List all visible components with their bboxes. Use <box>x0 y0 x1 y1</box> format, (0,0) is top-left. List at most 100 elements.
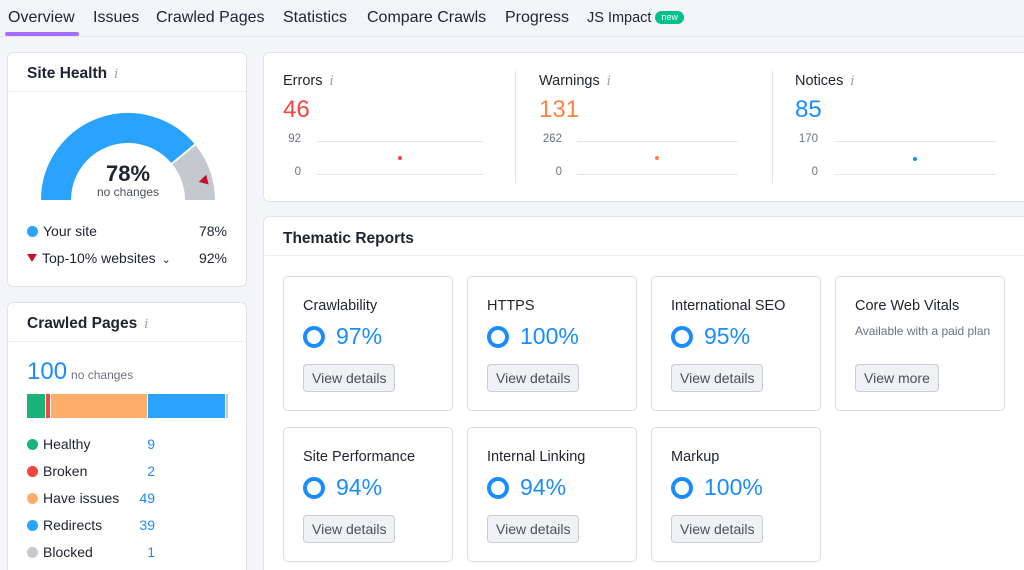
divider <box>264 255 1024 256</box>
score-ring-icon <box>671 325 693 348</box>
errors-axis-min: 0 <box>294 166 301 178</box>
bar-segment-blocked[interactable] <box>226 394 228 418</box>
crawled-pages-title: Crawled Pages i <box>27 315 148 333</box>
bar-segment-broken[interactable] <box>45 394 50 418</box>
legend-top10[interactable]: Top-10% websites ⌄ 92% <box>27 250 227 268</box>
warnings-axis-min: 0 <box>555 166 562 178</box>
report-name: Site Performance <box>303 449 416 465</box>
errors-value[interactable]: 46 <box>283 96 310 123</box>
info-icon[interactable]: i <box>850 74 855 89</box>
gridline <box>834 141 996 142</box>
thematic-reports-widget: Thematic Reports Crawlability 97% View d… <box>263 216 1024 570</box>
bar-segment-healthy[interactable] <box>27 394 45 418</box>
site-health-title: Site Health i <box>27 65 118 83</box>
divider <box>515 71 516 183</box>
tab-overview[interactable]: Overview <box>8 9 75 26</box>
site-health-widget: Site Health i 78% no changes Your site 78… <box>7 52 247 287</box>
notices-axis-min: 0 <box>811 166 818 178</box>
notices-value[interactable]: 85 <box>795 96 822 123</box>
info-icon[interactable]: i <box>329 74 334 89</box>
tab-crawled-pages[interactable]: Crawled Pages <box>156 9 265 26</box>
report-score[interactable]: 95% <box>671 323 750 350</box>
report-name: International SEO <box>671 298 786 314</box>
report-card-crawlability: Crawlability 97% View details <box>283 276 453 411</box>
view-more-button[interactable]: View more <box>855 364 939 392</box>
view-details-button[interactable]: View details <box>671 364 764 392</box>
row-label: Redirects <box>43 517 103 533</box>
gridline <box>317 141 483 142</box>
legend-value: 92% <box>198 250 227 266</box>
score-ring-icon <box>303 325 325 348</box>
gauge-fill <box>41 113 196 201</box>
view-details-button[interactable]: View details <box>487 515 580 543</box>
row-label: Blocked <box>43 544 93 560</box>
report-score[interactable]: 100% <box>671 474 763 501</box>
report-score[interactable]: 100% <box>487 323 579 350</box>
info-icon[interactable]: i <box>114 67 119 82</box>
tab-js-impact[interactable]: JS Impact new <box>587 10 684 26</box>
info-icon[interactable]: i <box>606 74 611 89</box>
warnings-label: Warnings i <box>539 73 611 89</box>
site-health-note: no changes <box>96 185 160 199</box>
report-score[interactable]: 97% <box>303 323 382 350</box>
crawled-row-healthy[interactable]: Healthy 9 <box>27 436 155 452</box>
tab-compare-crawls[interactable]: Compare Crawls <box>367 9 487 26</box>
crawled-row-have-issues[interactable]: Have issues 49 <box>27 490 155 506</box>
redirects-dot-icon <box>27 520 38 531</box>
row-value[interactable]: 2 <box>147 463 155 479</box>
row-label: Broken <box>43 463 88 479</box>
score-ring-icon <box>487 476 509 499</box>
view-details-button[interactable]: View details <box>671 515 764 543</box>
tab-issues[interactable]: Issues <box>93 9 140 26</box>
gauge-segment-divider <box>170 143 197 166</box>
errors-axis-max: 92 <box>288 133 301 145</box>
chevron-down-icon[interactable]: ⌄ <box>161 254 171 266</box>
row-value[interactable]: 9 <box>147 436 155 452</box>
legend-your-site: Your site 78% <box>27 223 227 241</box>
blocked-dot-icon <box>27 547 38 558</box>
crawled-pages-widget: Crawled Pages i 100 no changes Healthy 9 Br… <box>7 302 247 570</box>
info-icon[interactable]: i <box>144 317 149 332</box>
score-ring-icon <box>671 476 693 499</box>
gridline <box>577 174 738 175</box>
errors-data-point[interactable] <box>398 156 402 160</box>
report-score[interactable]: 94% <box>487 474 566 501</box>
tab-statistics[interactable]: Statistics <box>283 9 348 26</box>
row-value[interactable]: 49 <box>139 490 155 506</box>
report-subtitle: Available with a paid plan <box>855 324 991 338</box>
gridline <box>834 174 996 175</box>
score-ring-icon <box>303 476 325 499</box>
tab-progress[interactable]: Progress <box>505 9 570 26</box>
crawled-row-broken[interactable]: Broken 2 <box>27 463 155 479</box>
notices-axis-max: 170 <box>798 133 818 145</box>
crawled-total[interactable]: 100 no changes <box>27 358 133 386</box>
bar-segment-redirects[interactable] <box>148 394 226 418</box>
row-value[interactable]: 39 <box>139 517 155 533</box>
have-issues-dot-icon <box>27 493 38 504</box>
notices-metric: Notices i 85 170 0 <box>776 53 1024 203</box>
crawled-total-value: 100 <box>27 358 68 385</box>
report-score-value: 94% <box>520 474 567 500</box>
site-health-title-text: Site Health <box>27 65 108 82</box>
issues-summary-widget: Errors i 46 92 0 Warnings i 131 262 0 Noti… <box>263 52 1024 202</box>
report-card-site-performance: Site Performance 94% View details <box>283 427 453 562</box>
new-badge: new <box>655 11 684 24</box>
report-score[interactable]: 94% <box>303 474 382 501</box>
notices-data-point[interactable] <box>913 157 917 161</box>
row-value[interactable]: 1 <box>147 544 155 560</box>
crawled-row-redirects[interactable]: Redirects 39 <box>27 517 155 533</box>
warnings-data-point[interactable] <box>655 156 659 160</box>
crawled-row-blocked[interactable]: Blocked 1 <box>27 544 155 560</box>
your-site-dot-icon <box>27 226 38 237</box>
warnings-label-text: Warnings <box>539 73 600 89</box>
report-tabs: Overview Issues Crawled Pages Statistics… <box>0 0 1024 37</box>
warnings-value[interactable]: 131 <box>539 96 580 123</box>
warnings-axis-max: 262 <box>542 133 562 145</box>
view-details-button[interactable]: View details <box>487 364 580 392</box>
notices-label-text: Notices <box>795 73 844 89</box>
bar-segment-have-issues[interactable] <box>50 394 148 418</box>
site-health-percent: 78% <box>105 161 151 186</box>
view-details-button[interactable]: View details <box>303 364 396 392</box>
view-details-button[interactable]: View details <box>303 515 396 543</box>
crawled-pages-title-text: Crawled Pages <box>27 315 138 332</box>
